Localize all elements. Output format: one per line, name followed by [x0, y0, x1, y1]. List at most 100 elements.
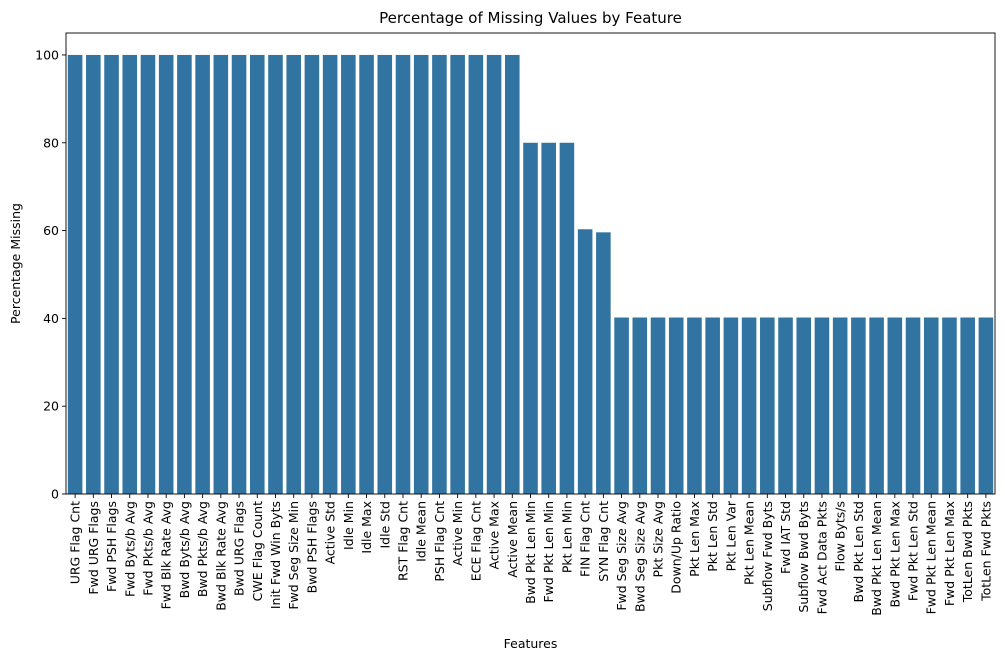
bar — [632, 317, 648, 494]
bar — [104, 54, 119, 494]
x-tick-label: TotLen Bwd Pkts — [960, 501, 975, 603]
x-tick-label: Fwd Pkt Len Max — [942, 501, 957, 606]
bars-group — [67, 54, 994, 495]
x-tick-label: Subflow Bwd Byts — [796, 501, 811, 613]
x-tick-label: Pkt Len Max — [687, 501, 702, 577]
x-tick-label: Idle Max — [359, 501, 374, 554]
x-tick-label: Bwd Blk Rate Avg — [213, 501, 228, 611]
x-tick-label: RST Flag Cnt — [395, 501, 410, 581]
bar — [596, 232, 611, 494]
bar — [158, 54, 174, 494]
bar — [741, 317, 757, 494]
x-tick-label: ECE Flag Cnt — [468, 501, 483, 581]
x-tick-label: Pkt Len Std — [705, 501, 720, 572]
bar — [249, 54, 265, 494]
x-tick-label: Bwd Pkt Len Min — [523, 501, 538, 604]
bar — [687, 317, 702, 494]
x-tick-label: Pkt Len Var — [723, 500, 738, 571]
bar — [140, 54, 156, 494]
x-axis: URG Flag Cnt Fwd URG Flags Fwd PSH Flags Fw… — [68, 494, 993, 616]
x-tick-label: Bwd Seg Size Avg — [632, 501, 647, 612]
bar — [177, 54, 192, 494]
x-tick-label: Fwd Pkt Len Min — [541, 501, 556, 602]
x-tick-label: Fwd Pkt Len Mean — [924, 501, 939, 614]
bar — [760, 317, 775, 494]
bar — [304, 54, 320, 494]
bar — [778, 317, 793, 494]
bar — [523, 142, 538, 494]
x-tick-label: Subflow Fwd Byts — [760, 501, 775, 611]
x-tick-label: Fwd PSH Flags — [104, 501, 119, 592]
y-tick-label: 0 — [51, 487, 59, 502]
x-tick-label: Fwd Act Data Pkts — [814, 501, 829, 614]
bar — [923, 317, 939, 494]
x-tick-label: FIN Flag Cnt — [578, 501, 593, 577]
x-tick-label: URG Flag Cnt — [68, 501, 83, 584]
bar — [577, 229, 593, 495]
bar — [359, 54, 374, 494]
x-tick-label: Bwd Pkts/b Avg — [195, 501, 210, 597]
x-tick-label: Idle Min — [341, 501, 356, 550]
bar — [86, 54, 101, 494]
x-tick-label: Active Mean — [505, 501, 520, 578]
x-tick-label: Fwd Pkts/b Avg — [140, 501, 155, 596]
bar — [432, 54, 447, 494]
y-tick-label: 20 — [43, 399, 59, 414]
bar — [723, 317, 739, 494]
bar — [650, 317, 666, 494]
bar — [213, 54, 229, 494]
bar — [468, 54, 484, 494]
y-axis: 0 20 40 60 80 100 — [35, 47, 66, 502]
x-tick-label: Active Max — [487, 501, 502, 569]
bar — [268, 54, 283, 494]
bar — [887, 317, 903, 494]
x-tick-label: Fwd Pkt Len Std — [906, 501, 921, 601]
y-tick-label: 80 — [43, 135, 59, 150]
x-tick-label: Down/Up Ratio — [669, 501, 684, 594]
x-tick-label: Bwd PSH Flags — [304, 501, 319, 593]
bar — [395, 54, 411, 494]
x-tick-label: Fwd IAT Std — [778, 501, 793, 574]
bar — [450, 54, 465, 494]
y-tick-label: 40 — [43, 311, 59, 326]
x-axis-label: Features — [504, 636, 558, 651]
x-tick-label: CWE Flag Count — [250, 501, 265, 601]
bar — [905, 317, 921, 494]
bar — [286, 54, 301, 494]
plot-frame — [65, 32, 996, 495]
x-tick-label: Bwd Pkt Len Max — [887, 501, 902, 608]
x-tick-label: Fwd Blk Rate Avg — [159, 501, 174, 609]
bar — [231, 54, 247, 494]
bar — [851, 317, 866, 494]
bar — [614, 317, 629, 494]
x-tick-label: Fwd Seg Size Min — [286, 501, 301, 610]
bar — [341, 54, 356, 494]
x-tick-label: TotLen Fwd Pkts — [978, 501, 993, 602]
x-tick-label: Pkt Len Mean — [742, 501, 757, 585]
bar — [67, 54, 83, 494]
bar — [486, 54, 502, 494]
bar — [960, 317, 975, 494]
x-tick-label: Idle Mean — [414, 501, 429, 562]
x-tick-label: Flow Byts/s — [833, 501, 848, 572]
x-tick-label: Pkt Len Min — [559, 501, 574, 573]
bar — [796, 317, 812, 494]
bar — [122, 54, 138, 494]
bar — [942, 317, 957, 494]
bar — [541, 142, 557, 494]
x-tick-label: SYN Flag Cnt — [596, 501, 611, 582]
x-tick-label: Pkt Size Avg — [651, 501, 666, 577]
x-tick-label: Bwd Pkt Len Mean — [869, 501, 884, 616]
bar — [413, 54, 429, 494]
bar — [832, 317, 848, 494]
bar — [705, 317, 720, 494]
bar — [195, 54, 210, 494]
bar — [978, 317, 994, 494]
x-tick-label: Init Fwd Win Byts — [268, 501, 283, 609]
x-tick-label: Fwd Seg Size Avg — [614, 501, 629, 611]
chart-title: Percentage of Missing Values by Feature — [379, 9, 682, 27]
bar — [559, 142, 575, 494]
x-tick-label: Fwd Byts/b Avg — [122, 501, 137, 597]
y-tick-label: 60 — [43, 223, 59, 238]
